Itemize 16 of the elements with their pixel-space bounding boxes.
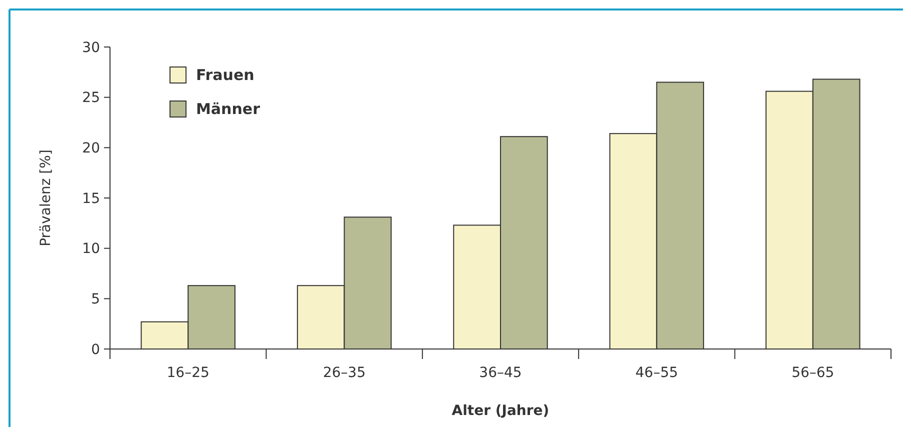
y-tick-label: 30 bbox=[82, 40, 100, 56]
y-tick-label: 0 bbox=[91, 342, 100, 358]
y-axis-title: Prävalenz [%] bbox=[38, 150, 54, 246]
x-tick-label: 26–35 bbox=[322, 365, 366, 381]
x-tick-label: 36–45 bbox=[479, 365, 522, 381]
y-tick-label: 15 bbox=[82, 190, 100, 207]
x-axis-title: Alter (Jahre) bbox=[452, 403, 550, 419]
y-tick-label: 25 bbox=[82, 90, 100, 106]
x-tick-label: 46–55 bbox=[635, 365, 678, 381]
y-tick-label: 10 bbox=[82, 241, 100, 258]
legend-label: Frauen bbox=[196, 66, 254, 84]
legend-label: Männer bbox=[196, 100, 261, 118]
x-tick-label: 16–25 bbox=[166, 365, 210, 381]
y-tick-label: 5 bbox=[91, 292, 100, 308]
y-tick-label: 20 bbox=[82, 140, 100, 157]
x-tick-label: 56–65 bbox=[792, 365, 834, 381]
